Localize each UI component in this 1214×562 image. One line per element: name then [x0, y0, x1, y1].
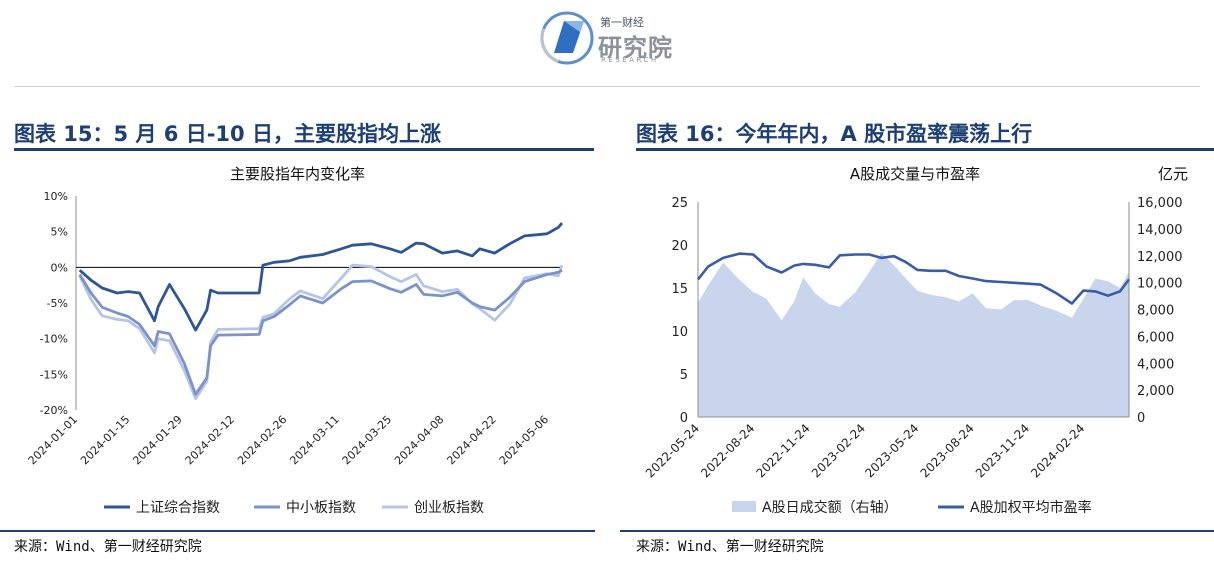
left-y-tick-label: 25	[671, 196, 688, 211]
x-tick-label: 2024-01-29	[130, 413, 184, 467]
right-figure-title: 图表 16：今年年内，A 股市盈率震荡上行	[636, 122, 1033, 146]
right-y-tick-label: 2,000	[1137, 384, 1174, 399]
x-tick-label: 2023-02-24	[809, 421, 868, 480]
x-tick-label: 2024-02-24	[1028, 421, 1087, 480]
y-tick-label: -15%	[40, 368, 68, 381]
y-tick-label: -10%	[40, 333, 68, 346]
left-source-note: 来源：Wind、第一财经研究院	[14, 539, 202, 555]
x-tick-label: 2022-08-24	[698, 421, 757, 480]
right-y-tick-label: 10,000	[1137, 277, 1183, 292]
logo-top-text: 第一财经	[600, 16, 644, 29]
x-tick-label: 2024-05-06	[497, 413, 551, 467]
right-source-note: 来源：Wind、第一财经研究院	[636, 539, 824, 555]
left-chart-title: 主要股指年内变化率	[229, 165, 365, 183]
x-tick-label: 2023-05-24	[862, 421, 921, 480]
left-y-tick-label: 20	[671, 239, 688, 254]
series-line	[78, 263, 564, 400]
right-chart-title: A股成交量与市盈率	[849, 165, 981, 183]
logo-emblem-icon	[540, 11, 594, 65]
left-y-tick-label: 10	[671, 325, 688, 340]
x-tick-label: 2024-01-15	[78, 413, 132, 467]
y-tick-label: 0%	[51, 261, 68, 274]
x-tick-label: 2022-05-24	[643, 421, 702, 480]
right-y-tick-label: 12,000	[1137, 250, 1183, 265]
logo-main-text: 研究院	[598, 34, 673, 62]
research-institute-logo: 第一财经 研究院 RESEARCH	[540, 8, 680, 70]
legend-label: 上证综合指数	[136, 500, 220, 516]
x-tick-label: 2024-02-26	[235, 413, 289, 467]
header-divider	[14, 86, 1200, 87]
right-bottom-rule	[620, 530, 1214, 532]
series-line	[78, 268, 563, 396]
right-y-tick-label: 8,000	[1137, 304, 1174, 319]
right-y-tick-label: 0	[1137, 411, 1145, 426]
left-title-underline	[14, 148, 594, 151]
turnover-area	[698, 253, 1129, 417]
series-line	[78, 222, 564, 332]
y-tick-label: -20%	[40, 404, 68, 417]
x-tick-label: 2024-02-12	[183, 413, 237, 467]
left-y-tick-label: 15	[671, 282, 688, 297]
volume-pe-chart: 0 5 10 15 20 25 0 2,000 4,000 6,000 8,000 10,000 12,…	[643, 196, 1183, 516]
legend-label: 创业板指数	[414, 500, 484, 516]
x-tick-label: 2024-04-22	[444, 413, 498, 467]
legend-swatch-turnover	[732, 501, 756, 512]
right-axis-unit-label: 亿元	[1158, 165, 1189, 183]
y-tick-label: 5%	[51, 226, 68, 239]
x-tick-label: 2024-01-01	[26, 413, 80, 467]
left-bottom-rule	[0, 530, 595, 532]
right-y-tick-label: 6,000	[1137, 330, 1174, 345]
right-y-tick-label: 14,000	[1137, 223, 1183, 238]
index-change-chart: 10%5%0%-5%-10%-15%-20% 2024-01-012024-01…	[26, 190, 564, 516]
x-tick-label: 2023-11-24	[973, 421, 1032, 480]
left-y-tick-label: 0	[680, 411, 688, 426]
left-y-tick-label: 5	[680, 368, 688, 383]
x-tick-label: 2024-04-08	[392, 413, 446, 467]
right-title-underline	[636, 148, 1214, 151]
pe-ratio-line	[696, 252, 1131, 305]
x-tick-label: 2024-03-11	[287, 413, 341, 467]
x-tick-label: 2023-08-24	[918, 421, 977, 480]
right-y-tick-label: 16,000	[1137, 196, 1183, 211]
y-tick-label: 10%	[44, 190, 68, 203]
y-tick-label: -5%	[47, 297, 68, 310]
logo-sub-text: RESEARCH	[601, 56, 659, 64]
legend-label: 中小板指数	[286, 500, 356, 516]
right-y-tick-label: 4,000	[1137, 357, 1174, 372]
legend-label-pe: A股加权平均市盈率	[970, 499, 1092, 516]
x-tick-label: 2024-03-25	[340, 413, 394, 467]
legend-label-turnover: A股日成交额（右轴）	[762, 499, 898, 516]
x-tick-label: 2022-11-24	[754, 421, 813, 480]
left-figure-title: 图表 15：5 月 6 日-10 日，主要股指均上涨	[14, 122, 441, 146]
